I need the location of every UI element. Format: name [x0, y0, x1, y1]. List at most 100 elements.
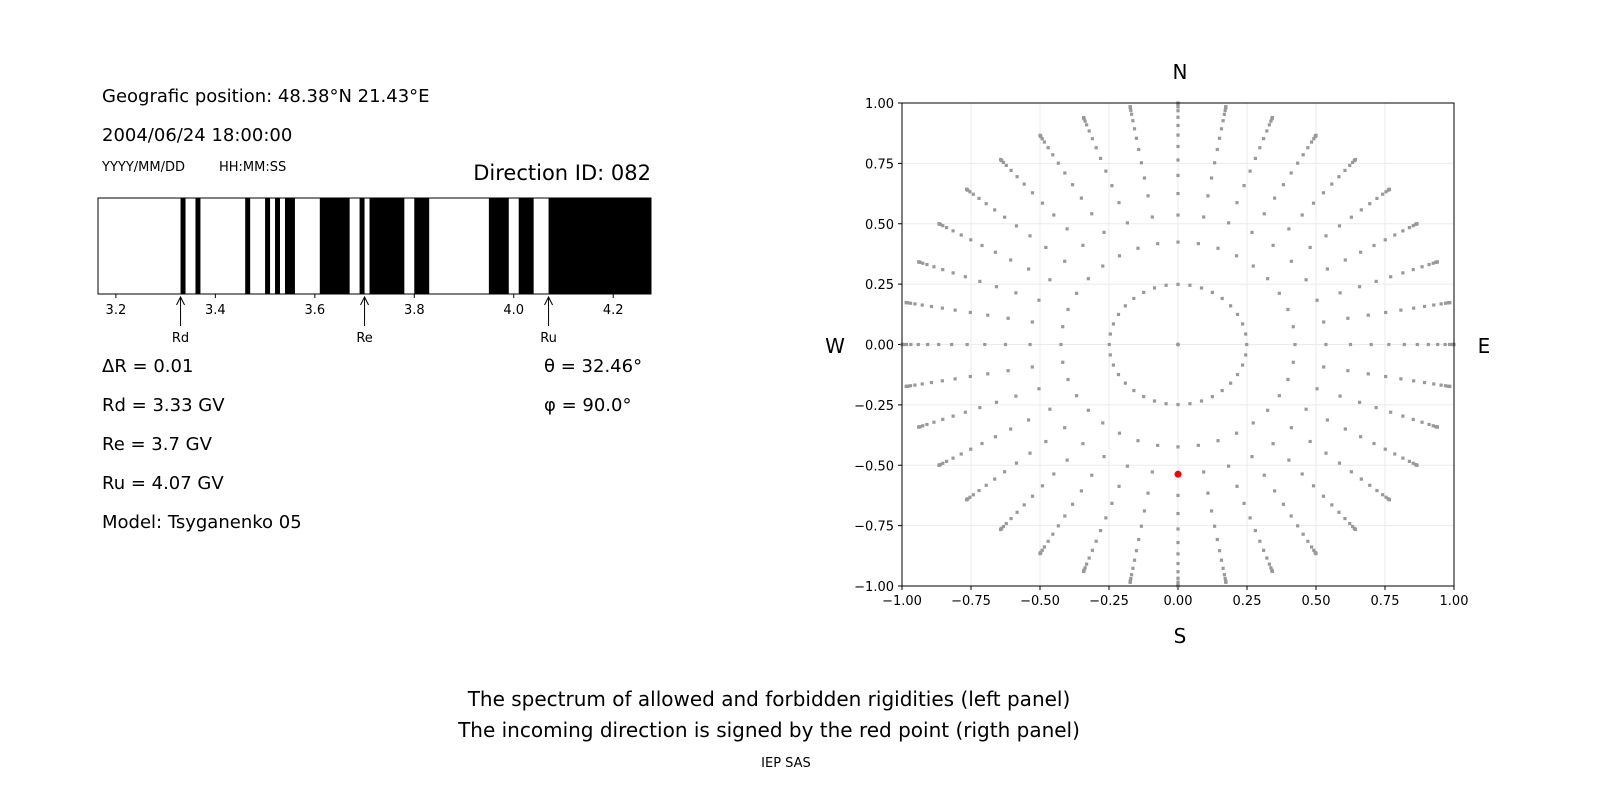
grid-point — [1063, 514, 1067, 518]
grid-point — [1301, 532, 1305, 536]
grid-point — [1136, 246, 1140, 250]
grid-point — [1176, 213, 1180, 217]
grid-point — [917, 425, 921, 429]
caption-line-1: The spectrum of allowed and forbidden ri… — [467, 687, 1071, 711]
grid-point — [1368, 483, 1372, 487]
grid-point — [1123, 381, 1127, 385]
grid-point — [926, 342, 930, 347]
plot-frame — [901, 102, 1455, 587]
grid-point — [1422, 304, 1427, 309]
grid-point — [1063, 259, 1067, 263]
grid-point — [1343, 516, 1347, 521]
grid-point — [1104, 169, 1108, 173]
grid-point — [968, 190, 972, 194]
grid-point — [1349, 215, 1353, 219]
grid-point — [1447, 342, 1452, 347]
grid-point — [1199, 399, 1204, 403]
grid-point — [1286, 307, 1290, 312]
grid-point — [1176, 133, 1180, 137]
grid-point — [1330, 503, 1334, 507]
grid-point — [1235, 312, 1240, 317]
grid-point — [1202, 470, 1206, 474]
grid-point — [1291, 325, 1295, 329]
geographic-position: Geografic position: 48.38°N 21.43°E — [102, 86, 430, 107]
grid-point — [1226, 464, 1231, 468]
grid-point — [1289, 171, 1293, 175]
grid-point — [1206, 491, 1210, 495]
grid-point — [1324, 451, 1328, 455]
grid-point — [1436, 342, 1440, 347]
grid-point — [1348, 342, 1353, 347]
grid-point — [1117, 201, 1121, 205]
grid-point — [1030, 320, 1034, 324]
grid-point — [993, 477, 997, 481]
grid-point — [1301, 153, 1305, 157]
grid-point — [994, 400, 999, 404]
grid-point — [1176, 173, 1180, 178]
grid-point — [1407, 459, 1411, 463]
grid-point — [1142, 290, 1146, 295]
grid-point — [1061, 325, 1065, 329]
grid-point — [1102, 230, 1106, 234]
grid-point — [1389, 275, 1393, 279]
forbidden-band — [195, 198, 201, 294]
grid-point — [1338, 291, 1342, 295]
grid-point — [1389, 410, 1393, 414]
x-tick-label: 3.2 — [106, 303, 127, 318]
grid-point — [1402, 342, 1406, 347]
grid-point — [1142, 176, 1147, 180]
grid-point — [1300, 213, 1304, 217]
grid-point — [1448, 300, 1452, 305]
phi-value: φ = 90.0° — [544, 395, 632, 416]
grid-point — [1044, 245, 1048, 250]
grid-point — [1014, 461, 1019, 465]
grid-point — [1176, 144, 1180, 149]
grid-point — [904, 342, 909, 347]
grid-point — [1066, 377, 1070, 382]
grid-point — [945, 459, 949, 463]
grid-point — [1128, 105, 1132, 109]
grid-point — [1253, 528, 1258, 533]
grid-point — [1350, 524, 1355, 529]
grid-point — [1289, 259, 1293, 263]
grid-point — [1176, 158, 1180, 162]
grid-point — [1422, 380, 1427, 385]
grid-point — [1102, 455, 1106, 459]
grid-point — [1117, 484, 1121, 488]
grid-point — [1152, 399, 1157, 403]
grid-point — [1015, 510, 1019, 514]
grid-point — [1240, 322, 1245, 326]
grid-point — [1411, 224, 1415, 228]
grid-point — [959, 233, 963, 237]
grid-point — [950, 342, 954, 347]
grid-point — [929, 304, 934, 309]
grid-point — [1094, 539, 1098, 543]
grid-point — [1250, 455, 1254, 459]
grid-point — [1125, 464, 1130, 468]
marker-label: Re — [356, 331, 372, 346]
grid-point — [1432, 382, 1436, 386]
grid-point — [945, 226, 949, 230]
grid-point — [1217, 549, 1222, 553]
grid-point — [1359, 435, 1363, 439]
grid-point — [1253, 156, 1258, 161]
grid-point — [1028, 234, 1032, 238]
grid-point — [1209, 176, 1214, 180]
grid-point — [904, 384, 908, 389]
grid-point — [1110, 184, 1114, 188]
grid-point — [1129, 108, 1133, 113]
grid-point — [968, 310, 972, 315]
grid-point — [1235, 372, 1240, 377]
grid-point — [1315, 387, 1319, 391]
grid-point — [1312, 548, 1316, 552]
grid-point — [1399, 377, 1403, 381]
time-format-label: HH:MM:SS — [219, 160, 287, 175]
grid-point — [1094, 146, 1098, 150]
grid-point — [1087, 556, 1091, 560]
grid-point — [1051, 153, 1055, 157]
grid-point — [1070, 502, 1075, 506]
grid-point — [1321, 191, 1326, 195]
grid-point — [1199, 286, 1204, 290]
grid-point — [1273, 489, 1277, 493]
